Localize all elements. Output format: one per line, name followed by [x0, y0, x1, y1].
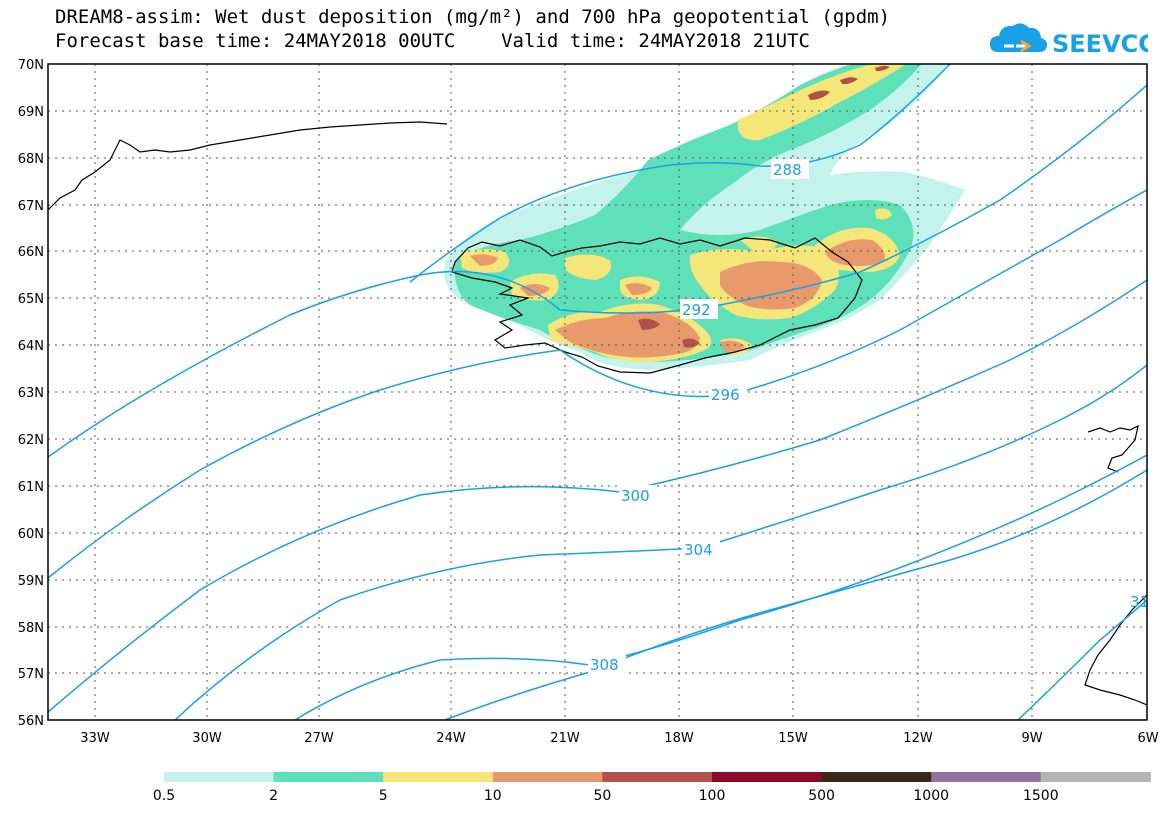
legend-swatch [821, 772, 932, 782]
lat-label: 60N [18, 527, 44, 542]
lat-label: 63N [18, 386, 44, 401]
map-subtitle: Forecast base time: 24MAY2018 00UTC Vali… [55, 30, 810, 52]
legend-label: 100 [699, 788, 726, 804]
lat-label: 57N [18, 667, 44, 682]
dust-patches-brown [638, 65, 890, 348]
contour-308 [294, 454, 1147, 720]
contour-288 [409, 64, 951, 283]
lat-label: 67N [18, 199, 44, 214]
map-title: DREAM8-assim: Wet dust deposition (mg/m²… [55, 6, 891, 28]
lon-label: 9W [1021, 731, 1042, 746]
lat-label: 70N [18, 58, 44, 73]
legend-swatch [931, 772, 1042, 782]
lon-label: 27W [304, 731, 334, 746]
latitude-labels: 70N 69N 68N 67N 66N 65N 64N 63N 62N 61N … [18, 58, 44, 729]
legend-label: 50 [593, 788, 611, 804]
map-area: 288 292 296 300 304 308 31 [48, 64, 1149, 720]
color-legend: 0.5 2 5 10 50 100 500 1000 1500 [153, 772, 1151, 804]
legend-swatch [273, 772, 384, 782]
legend-swatch [602, 772, 713, 782]
contour-label-296: 296 [711, 386, 740, 404]
lat-label: 58N [18, 621, 44, 636]
seevccc-logo: SEEVCCC [990, 23, 1148, 58]
coastlines [48, 121, 1147, 706]
greenland-coastline [48, 121, 448, 211]
longitude-labels: 33W 30W 27W 24W 21W 18W 15W 12W 9W 6W [80, 731, 1158, 746]
legend-label: 500 [808, 788, 835, 804]
dust-deposition-field [444, 64, 965, 370]
lon-label: 30W [192, 731, 222, 746]
legend-swatch [1040, 772, 1151, 782]
lat-label: 59N [18, 574, 44, 589]
scotland-coastline [1084, 594, 1147, 706]
contour-292 [48, 84, 1147, 458]
lat-label: 62N [18, 433, 44, 448]
legend-label: 1000 [913, 788, 949, 804]
legend-label: 1500 [1023, 788, 1059, 804]
contour-label-304: 304 [684, 541, 713, 559]
lat-label: 65N [18, 292, 44, 307]
lon-label: 6W [1137, 731, 1158, 746]
lon-label: 18W [664, 731, 694, 746]
iceland-coastline [451, 237, 863, 374]
lon-label: 24W [436, 731, 466, 746]
legend-swatch [712, 772, 823, 782]
contour-label-31: 31 [1130, 593, 1149, 611]
lat-label: 61N [18, 480, 44, 495]
logo-text: SEEVCCC [1052, 30, 1148, 58]
dust-patches-orange [470, 239, 885, 358]
legend-swatch [383, 772, 494, 782]
legend-swatch [492, 772, 603, 782]
cloud-icon [990, 23, 1048, 53]
lon-label: 12W [903, 731, 933, 746]
lat-label: 68N [18, 152, 44, 167]
contour-296 [48, 189, 1147, 579]
contour-label-288: 288 [773, 161, 802, 179]
lon-label: 21W [550, 731, 580, 746]
map-frame [47, 63, 1148, 721]
geopotential-contours [48, 64, 1147, 720]
contour-label-308: 308 [590, 656, 619, 674]
legend-label: 2 [269, 788, 278, 804]
lon-label: 15W [778, 731, 808, 746]
lat-label: 64N [18, 339, 44, 354]
lat-label: 66N [18, 245, 44, 260]
lat-label: 56N [18, 714, 44, 729]
contour-label-300: 300 [621, 487, 650, 505]
contour-316 [1017, 599, 1147, 720]
faroe-coastline [1087, 424, 1139, 473]
graticule [48, 64, 1147, 720]
lon-label: 33W [80, 731, 110, 746]
legend-label: 10 [484, 788, 502, 804]
contour-312 [444, 469, 1147, 720]
legend-label: 0.5 [153, 788, 175, 804]
lat-label: 69N [18, 105, 44, 120]
legend-label: 5 [379, 788, 388, 804]
contour-label-292: 292 [682, 301, 711, 319]
legend-swatch [164, 772, 275, 782]
